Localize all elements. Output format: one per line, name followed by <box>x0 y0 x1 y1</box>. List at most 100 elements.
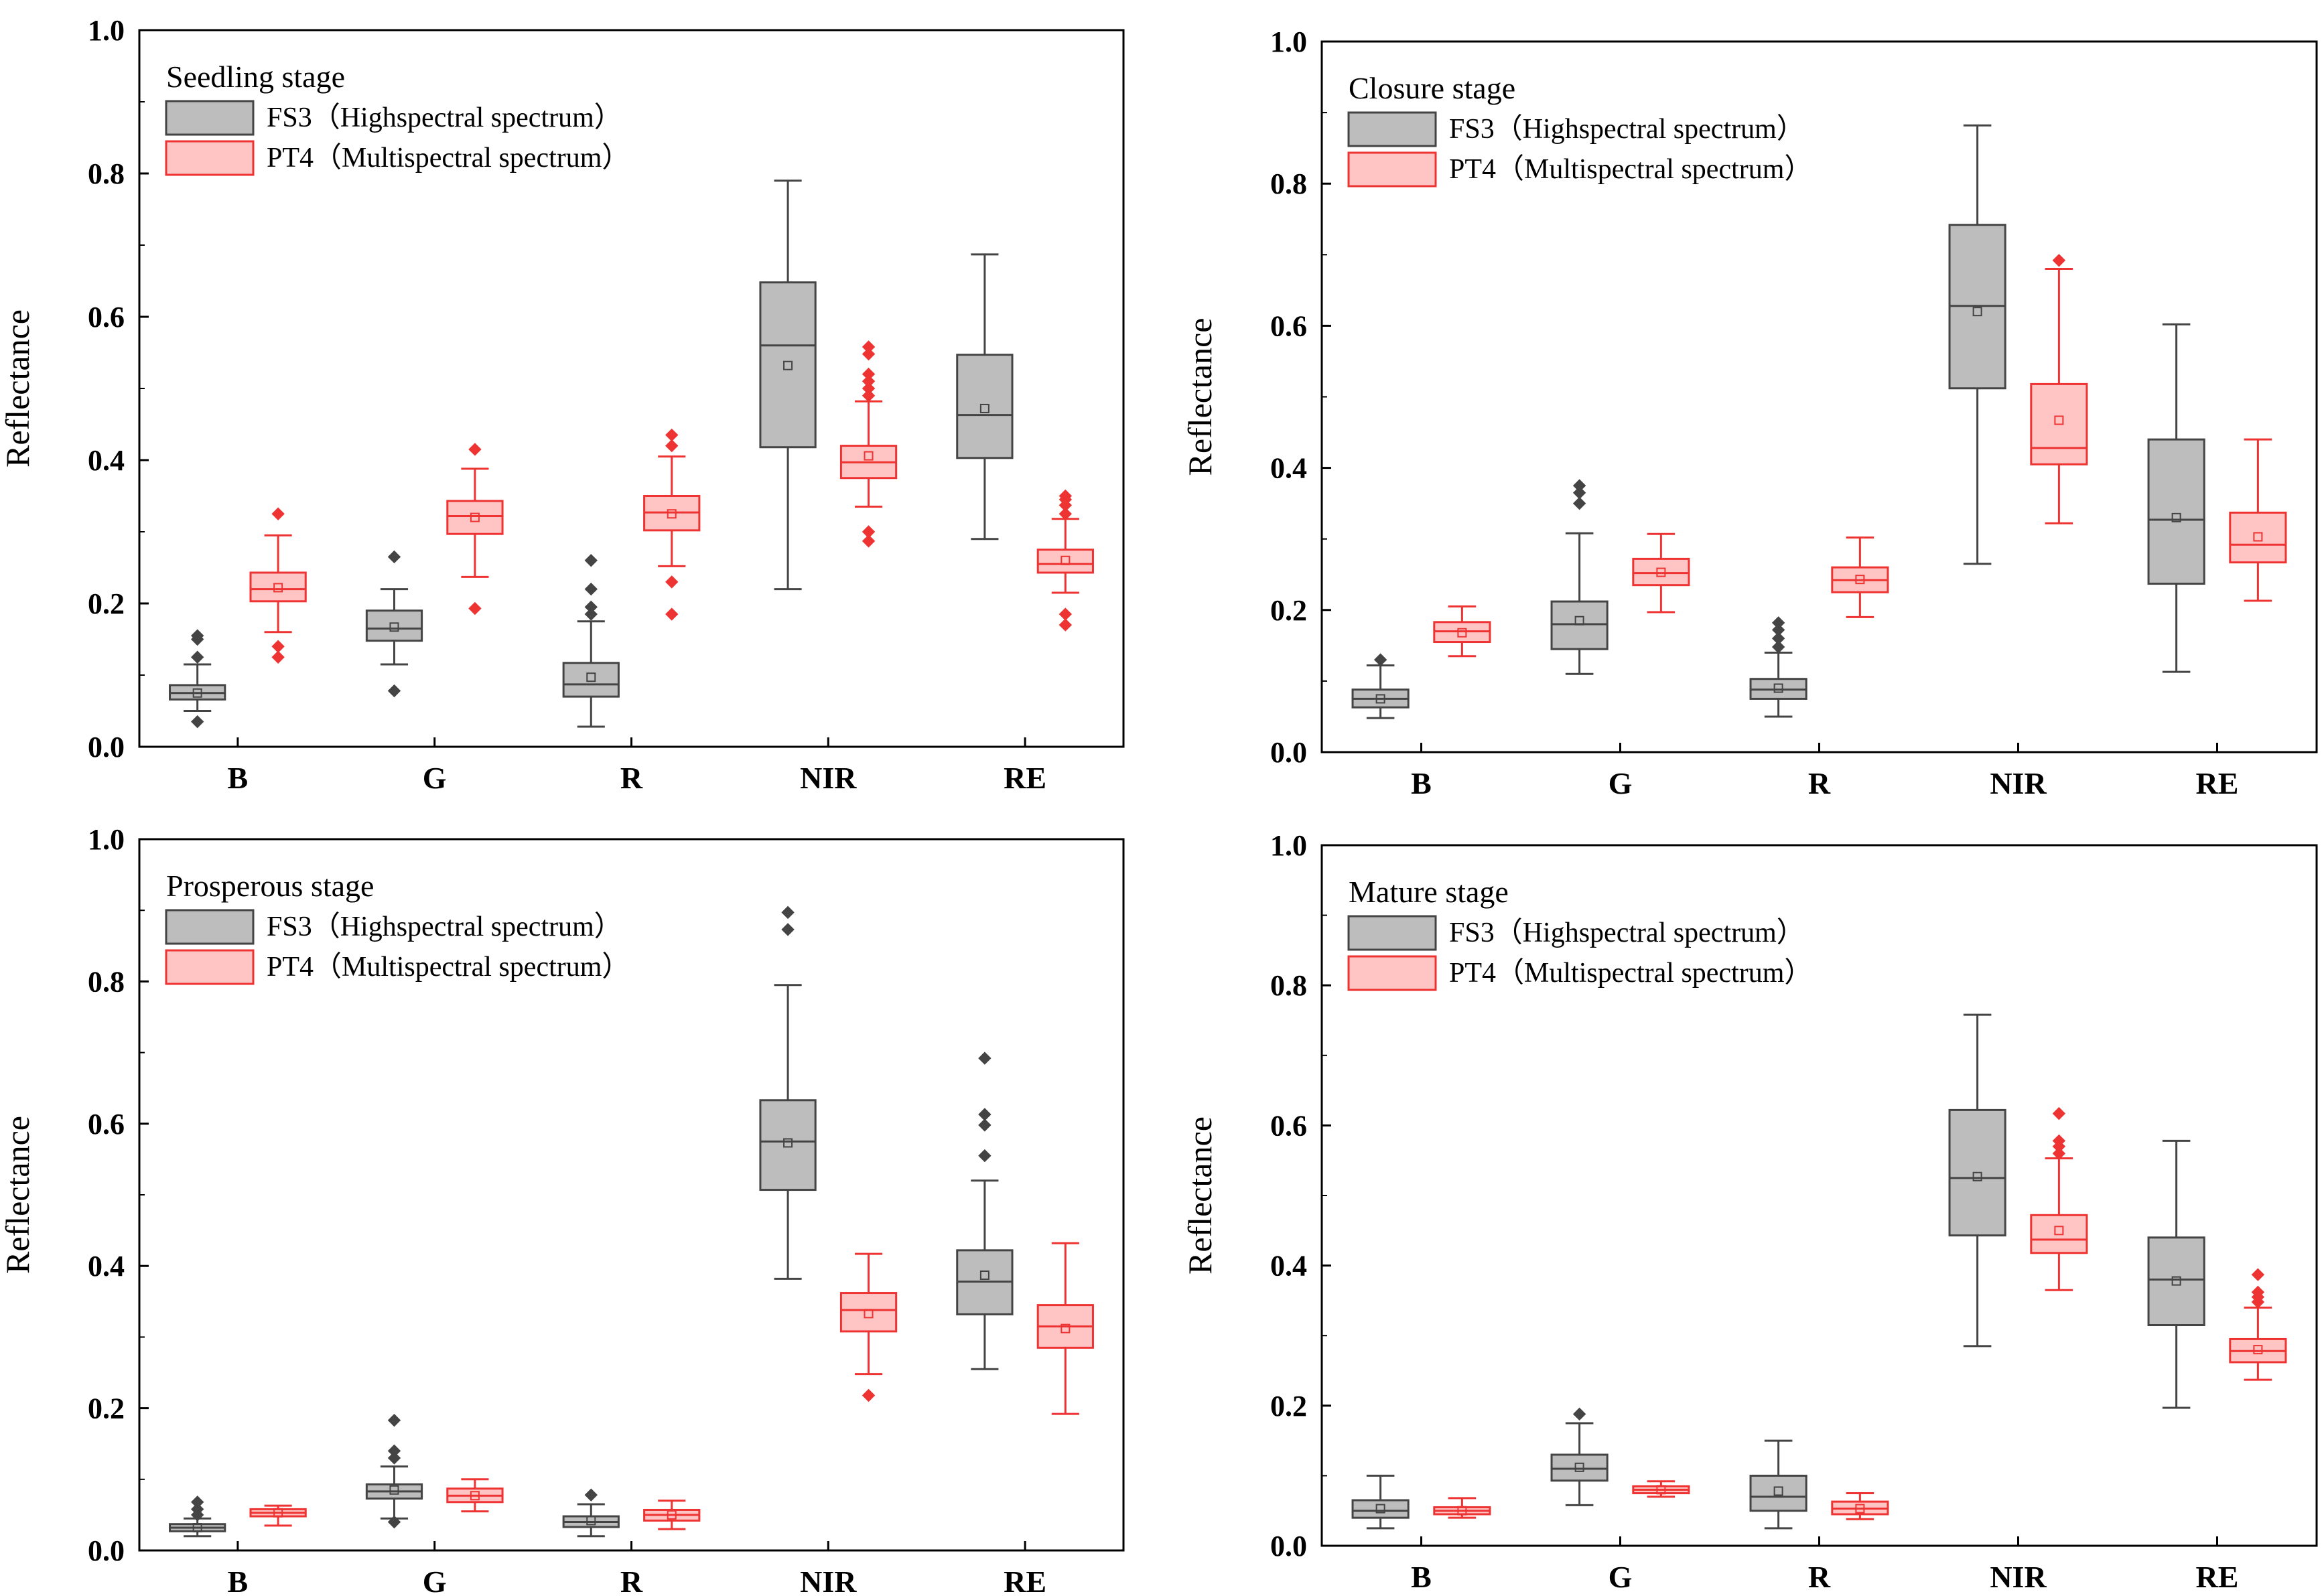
box-pt4-RE <box>2229 438 2287 602</box>
mean-marker <box>586 672 596 682</box>
outlier-point <box>271 650 285 664</box>
mean-marker <box>192 688 202 698</box>
box-fs3-R <box>1749 616 1807 718</box>
outlier-point <box>387 684 401 698</box>
outlier-point <box>387 1451 401 1465</box>
box-fs3-R <box>562 554 620 728</box>
mean-marker <box>1972 1171 1982 1181</box>
mean-marker <box>667 509 677 519</box>
iqr-box <box>839 1292 898 1333</box>
box-pt4-G <box>446 443 504 615</box>
mean-marker <box>1375 1504 1385 1514</box>
legend-label-0: FS3（Highspectral spectrum） <box>1449 114 1805 145</box>
outlier-point <box>2251 1285 2265 1299</box>
outlier-point <box>584 582 598 596</box>
x-tick-label: RE <box>2196 766 2239 800</box>
x-tick-label: R <box>620 1565 643 1596</box>
legend-swatch-1 <box>165 949 255 985</box>
outlier-point <box>387 1515 401 1529</box>
outlier-point <box>862 340 876 354</box>
y-tick-label: 0.0 <box>88 1534 125 1567</box>
x-tick-label: G <box>423 761 447 795</box>
outlier-point <box>862 367 876 381</box>
y-tick-label: 0.0 <box>1270 1530 1307 1563</box>
mean-marker <box>586 1516 596 1526</box>
x-tick-label: G <box>423 1565 447 1596</box>
x-tick-label: B <box>228 1565 249 1596</box>
y-axis-title: Reflectance <box>1181 1116 1219 1275</box>
outlier-point <box>584 600 598 614</box>
box-fs3-B <box>1351 653 1410 719</box>
legend-label-1: PT4（Multispectral spectrum） <box>1449 958 1812 989</box>
outlier-point <box>1058 618 1073 632</box>
mean-marker <box>979 1271 989 1281</box>
iqr-box <box>562 662 620 698</box>
iqr-box <box>249 571 307 603</box>
y-tick-label: 0.8 <box>1270 969 1307 1002</box>
y-tick-label: 0.0 <box>88 731 125 764</box>
iqr-box <box>759 281 817 449</box>
box-pt4-RE <box>2229 1268 2287 1381</box>
box-fs3-NIR <box>759 179 817 591</box>
box-pt4-R <box>1831 1492 1889 1520</box>
outlier-point <box>387 1444 401 1458</box>
outlier-point <box>665 607 679 621</box>
outlier-point <box>1058 507 1073 520</box>
mean-marker <box>470 1491 480 1501</box>
outlier-point <box>1058 607 1073 621</box>
outlier-point <box>584 1488 598 1502</box>
outlier-point <box>978 1108 992 1121</box>
y-tick-label: 0.6 <box>1270 1109 1307 1142</box>
x-tick-label: B <box>1411 1560 1432 1594</box>
mean-marker <box>1574 615 1584 626</box>
box-fs3-RE <box>2147 1139 2205 1409</box>
y-tick-label: 0.0 <box>1270 736 1307 769</box>
outlier-point <box>1572 479 1586 492</box>
outlier-point <box>584 607 598 621</box>
box-fs3-R <box>562 1488 620 1538</box>
outlier-point <box>190 1502 204 1516</box>
box-fs3-NIR <box>759 905 817 1280</box>
box-pt4-G <box>1632 532 1690 613</box>
outlier-point <box>978 1149 992 1163</box>
box-fs3-G <box>1550 1407 1609 1506</box>
x-tick-label: NIR <box>800 761 857 795</box>
mean-marker <box>1855 1504 1865 1514</box>
mean-marker <box>1773 683 1783 693</box>
legend-swatch-1 <box>1347 151 1437 188</box>
iqr-box <box>2147 1236 2205 1327</box>
panel-title: Closure stage <box>1349 71 1515 105</box>
iqr-box <box>1036 549 1094 574</box>
box-pt4-NIR <box>2030 1106 2088 1291</box>
y-tick-label: 0.6 <box>88 1108 125 1141</box>
chart-panel-1: 0.0 0.2 0.4 0.6 0.8 1.0 Reflectance B G R NIR RE Clo… <box>1181 25 2318 800</box>
outlier-point <box>781 905 795 920</box>
outlier-point <box>190 1496 204 1509</box>
outlier-point <box>862 347 876 361</box>
legend-swatch-0 <box>1347 915 1437 951</box>
y-tick-label: 0.2 <box>1270 1390 1307 1423</box>
x-tick-label: NIR <box>1990 766 2047 800</box>
y-tick-label: 1.0 <box>88 823 125 856</box>
outlier-point <box>190 650 204 664</box>
box-fs3-B <box>169 629 226 729</box>
outlier-point <box>1572 496 1586 510</box>
iqr-box <box>365 609 423 642</box>
outlier-point <box>862 382 876 395</box>
box-pt4-R <box>643 428 701 621</box>
x-tick-label: R <box>620 761 643 795</box>
box-fs3-G <box>365 550 423 698</box>
x-tick-label: G <box>1609 766 1633 800</box>
outlier-point <box>1572 1407 1586 1421</box>
x-tick-label: RE <box>2196 1560 2239 1594</box>
outlier-point <box>1058 489 1073 503</box>
x-tick-label: RE <box>1004 761 1046 795</box>
outlier-point <box>468 601 482 615</box>
outlier-point <box>862 1388 876 1402</box>
box-pt4-NIR <box>2030 254 2088 524</box>
outlier-point <box>862 374 876 388</box>
outlier-point <box>1572 486 1586 500</box>
y-tick-label: 1.0 <box>1270 25 1307 58</box>
box-fs3-B <box>169 1496 226 1538</box>
